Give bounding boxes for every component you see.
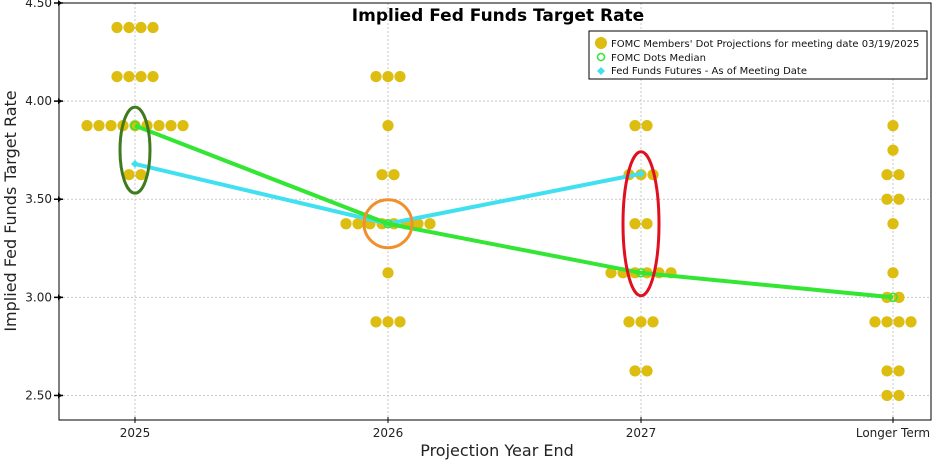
- dot-projection: [887, 144, 899, 156]
- dot-projection: [893, 316, 905, 328]
- dot-projection: [412, 218, 424, 230]
- median-point: [636, 268, 646, 278]
- highlight-circle: [362, 198, 414, 250]
- dot-projection: [629, 218, 641, 230]
- dot-projection: [629, 365, 641, 377]
- dot-projection: [887, 218, 899, 230]
- x-tick-label: 2025: [120, 426, 151, 440]
- dot-projection: [382, 70, 394, 83]
- dot-projection: [135, 21, 147, 34]
- dot-projection: [135, 169, 147, 181]
- dot-projection: [111, 21, 123, 34]
- legend-label-median: FOMC Dots Median: [611, 53, 706, 64]
- chart-title: Implied Fed Funds Target Rate: [352, 6, 644, 26]
- y-tick-label: 4.50: [25, 0, 52, 10]
- dot-projection: [394, 70, 406, 83]
- dot-projection: [881, 389, 893, 402]
- dot-projection: [893, 389, 905, 402]
- y-tick-arrow: [58, 196, 62, 203]
- dot-projection: [635, 316, 647, 328]
- legend-median-marker: [596, 52, 606, 62]
- dot-projection: [893, 365, 905, 377]
- dot-projection: [105, 120, 117, 132]
- highlight-circle: [621, 150, 661, 298]
- y-tick-arrow: [58, 392, 62, 399]
- legend: FOMC Members' Dot Projections for meetin…: [588, 30, 928, 80]
- dot-projection: [641, 120, 653, 132]
- dot-projection: [382, 316, 394, 328]
- dot-projection: [887, 267, 899, 279]
- legend-dot-marker: [595, 37, 607, 49]
- x-tick-label: Longer Term: [856, 426, 930, 440]
- dot-projection: [165, 120, 177, 132]
- dot-projection: [177, 120, 189, 132]
- y-axis-label: Implied Fed Funds Target Rate: [1, 90, 20, 331]
- dot-projection: [394, 316, 406, 328]
- dot-projection: [881, 193, 893, 205]
- highlight-circle: [118, 105, 152, 195]
- median-point: [130, 120, 140, 131]
- dot-projection: [893, 193, 905, 205]
- median-point: [888, 292, 898, 303]
- dot-projection: [376, 169, 388, 181]
- dot-projection: [881, 169, 893, 181]
- dot-projection: [887, 120, 899, 132]
- dot-projection: [647, 316, 659, 328]
- dot-projection: [881, 316, 893, 328]
- y-tick-label: 4.00: [25, 94, 52, 108]
- dot-projection: [81, 120, 93, 132]
- series-layer: [81, 21, 917, 402]
- dot-projection: [881, 365, 893, 377]
- futures-point: [131, 159, 139, 168]
- dot-projection: [93, 120, 105, 132]
- median-point: [383, 219, 393, 229]
- legend-label-dots: FOMC Members' Dot Projections for meetin…: [611, 39, 919, 50]
- dot-projection: [370, 70, 382, 83]
- dot-projection: [147, 21, 159, 34]
- dot-projection: [388, 169, 400, 181]
- legend-box: [588, 30, 928, 80]
- y-tick-arrow: [58, 98, 62, 105]
- legend-label-futures: Fed Funds Futures - As of Meeting Date: [611, 66, 807, 77]
- y-tick-label: 3.00: [25, 290, 52, 304]
- x-tick-label: 2027: [626, 426, 657, 440]
- dot-projection: [382, 120, 394, 132]
- legend-futures-marker: [597, 67, 605, 75]
- dot-projection: [641, 365, 653, 377]
- dot-projection: [641, 218, 653, 230]
- median-line: [134, 123, 894, 300]
- dot-projection: [629, 120, 641, 132]
- dot-projection: [424, 218, 436, 230]
- y-tick-label: 2.50: [25, 388, 52, 402]
- dot-projection: [352, 218, 364, 230]
- dot-projection: [135, 70, 147, 83]
- x-axis-label: Projection Year End: [420, 441, 574, 460]
- x-tick-label: 2026: [373, 426, 404, 440]
- dot-projection: [605, 267, 617, 279]
- y-tick-arrow: [58, 294, 62, 301]
- dot-projection: [123, 169, 135, 181]
- dot-projection: [869, 316, 881, 328]
- dot-projection: [147, 70, 159, 83]
- dot-projection: [893, 169, 905, 181]
- plot-frame: [58, 2, 932, 421]
- dot-projection: [111, 70, 123, 83]
- futures-point: [637, 169, 645, 178]
- dot-projection: [340, 218, 352, 230]
- y-tick-arrow: [58, 0, 62, 6]
- axis-layer: 2.50 3.00 3.50 4.00 4.50 2025 2026 2027 Longer T…: [25, 0, 930, 440]
- dot-projection: [905, 316, 917, 328]
- dot-projection: [623, 316, 635, 328]
- dot-projection: [370, 316, 382, 328]
- y-tick-label: 3.50: [25, 192, 52, 206]
- dot-projection: [123, 70, 135, 83]
- dot-projection: [382, 267, 394, 279]
- dot-projection: [153, 120, 165, 132]
- dot-projection: [123, 21, 135, 34]
